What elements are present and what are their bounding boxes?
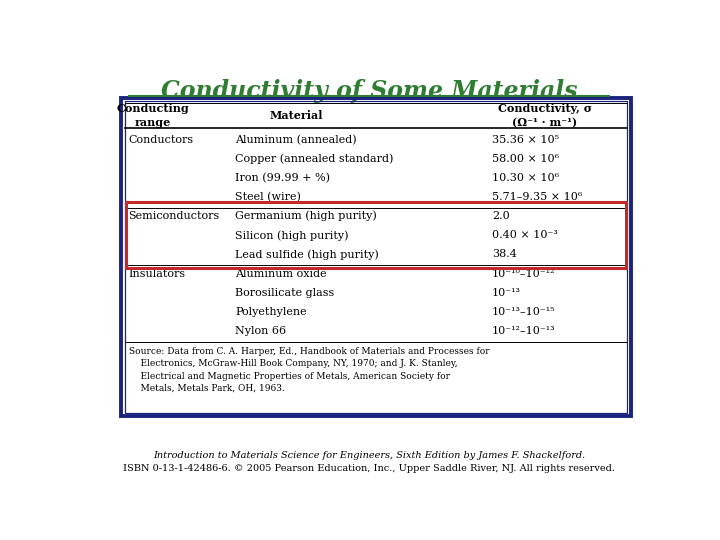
- Text: Conductors: Conductors: [128, 134, 193, 145]
- Text: 38.4: 38.4: [492, 249, 517, 259]
- Text: 2.0: 2.0: [492, 211, 510, 221]
- Text: Electrical and Magnetic Properties of Metals, American Society for: Electrical and Magnetic Properties of Me…: [129, 372, 450, 381]
- Text: Metals, Metals Park, OH, 1963.: Metals, Metals Park, OH, 1963.: [129, 384, 285, 393]
- Text: Electronics, McGraw-Hill Book Company, NY, 1970; and J. K. Stanley,: Electronics, McGraw-Hill Book Company, N…: [129, 359, 458, 368]
- Text: 58.00 × 10⁶: 58.00 × 10⁶: [492, 154, 559, 164]
- Text: Iron (99.99 + %): Iron (99.99 + %): [235, 173, 330, 183]
- Text: 10.30 × 10⁶: 10.30 × 10⁶: [492, 173, 559, 183]
- Text: 35.36 × 10⁵: 35.36 × 10⁵: [492, 134, 559, 145]
- Text: Copper (annealed standard): Copper (annealed standard): [235, 153, 393, 164]
- Text: 0.40 × 10⁻³: 0.40 × 10⁻³: [492, 230, 557, 240]
- Text: 10⁻¹²–10⁻¹³: 10⁻¹²–10⁻¹³: [492, 326, 555, 336]
- Text: Material: Material: [270, 110, 323, 121]
- Text: Lead sulfide (high purity): Lead sulfide (high purity): [235, 249, 379, 260]
- Text: Insulators: Insulators: [128, 268, 185, 279]
- Text: Silicon (high purity): Silicon (high purity): [235, 230, 348, 240]
- Text: ISBN 0-13-1-42486-6. © 2005 Pearson Education, Inc., Upper Saddle River, NJ. All: ISBN 0-13-1-42486-6. © 2005 Pearson Educ…: [123, 464, 615, 473]
- Text: 10⁻¹⁰–10⁻¹²: 10⁻¹⁰–10⁻¹²: [492, 268, 555, 279]
- Text: 10⁻¹³–10⁻¹⁵: 10⁻¹³–10⁻¹⁵: [492, 307, 555, 317]
- Text: 5.71–9.35 × 10⁶: 5.71–9.35 × 10⁶: [492, 192, 582, 202]
- Text: Source: Data from C. A. Harper, Ed., Handbook of Materials and Processes for: Source: Data from C. A. Harper, Ed., Han…: [129, 347, 490, 356]
- Text: Polyethylene: Polyethylene: [235, 307, 307, 317]
- Text: Introduction to Materials Science for Engineers, Sixth Edition by James F. Shack: Introduction to Materials Science for En…: [153, 451, 585, 460]
- Text: Conductivity, σ
(Ω⁻¹ · m⁻¹): Conductivity, σ (Ω⁻¹ · m⁻¹): [498, 103, 592, 128]
- Text: Semiconductors: Semiconductors: [128, 211, 219, 221]
- Text: Conducting
range: Conducting range: [117, 103, 189, 128]
- Text: Aluminum oxide: Aluminum oxide: [235, 268, 327, 279]
- Text: Nylon 66: Nylon 66: [235, 326, 287, 336]
- Text: Conductivity of Some Materials: Conductivity of Some Materials: [161, 79, 577, 103]
- Text: Germanium (high purity): Germanium (high purity): [235, 211, 377, 221]
- Text: Borosilicate glass: Borosilicate glass: [235, 288, 334, 298]
- Text: Steel (wire): Steel (wire): [235, 192, 301, 202]
- Text: Aluminum (annealed): Aluminum (annealed): [235, 134, 356, 145]
- Text: 10⁻¹³: 10⁻¹³: [492, 288, 521, 298]
